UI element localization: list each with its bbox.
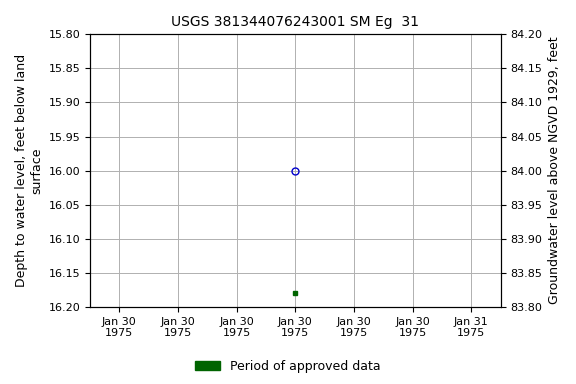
Title: USGS 381344076243001 SM Eg  31: USGS 381344076243001 SM Eg 31: [172, 15, 419, 29]
Y-axis label: Depth to water level, feet below land
surface: Depth to water level, feet below land su…: [15, 54, 43, 287]
Y-axis label: Groundwater level above NGVD 1929, feet: Groundwater level above NGVD 1929, feet: [548, 37, 561, 305]
Legend: Period of approved data: Period of approved data: [190, 355, 386, 378]
